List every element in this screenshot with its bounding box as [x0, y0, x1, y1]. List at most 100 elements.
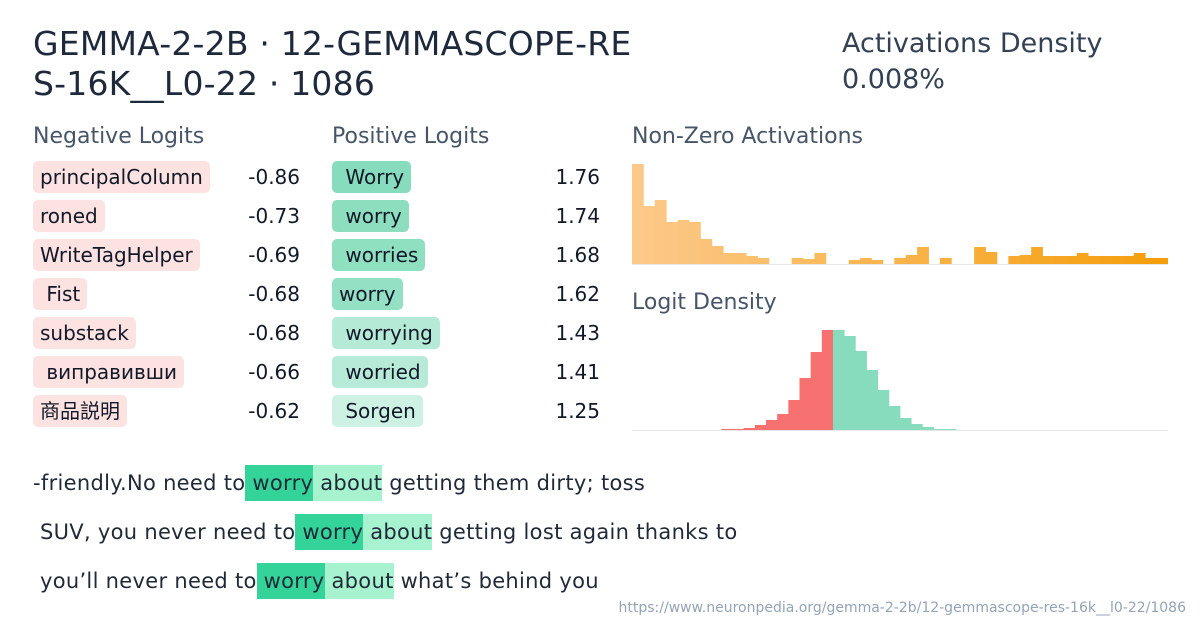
positive-logit-value: 1.62 — [555, 282, 600, 306]
negative-logits-label: Negative Logits — [33, 124, 205, 149]
nonzero-activations-bar — [939, 258, 952, 264]
logit-density-bar — [833, 330, 845, 430]
nonzero-activations-bar — [894, 258, 907, 264]
highlighted-token: about — [363, 514, 433, 550]
nonzero-activations-label: Non-Zero Activations — [632, 124, 864, 149]
negative-logit-value: -0.86 — [248, 165, 300, 189]
positive-logits-label: Positive Logits — [332, 124, 490, 149]
negative-logit-value: -0.68 — [248, 321, 300, 345]
logit-density-bar — [866, 370, 879, 430]
nonzero-activations-bar — [632, 164, 644, 264]
feature-title: GEMMA-2-2B · 12-GEMMASCOPE-RES-16K__L0-2… — [33, 24, 632, 103]
nonzero-activations-bar — [814, 253, 827, 264]
nonzero-activations-bar — [917, 247, 929, 264]
nonzero-activations-bar — [1031, 247, 1043, 264]
nonzero-activations-bar — [1156, 258, 1168, 264]
nonzero-activations-bar — [1122, 256, 1135, 264]
nonzero-activations-bar — [985, 252, 998, 264]
logit-density-histogram — [632, 330, 1168, 431]
positive-logit-value: 1.25 — [555, 399, 600, 423]
nonzero-activations-bar — [700, 239, 713, 264]
nonzero-activations-bar — [974, 247, 986, 264]
nonzero-activations-bar — [860, 258, 872, 264]
positive-logit-token: Sorgen — [332, 395, 423, 427]
logit-density-bar — [766, 420, 778, 430]
negative-logit-token: principalColumn — [33, 161, 210, 193]
highlighted-token: worry — [295, 514, 364, 550]
highlighted-token: worry — [245, 465, 314, 501]
nonzero-activations-bar — [689, 222, 701, 264]
nonzero-activations-bar — [1053, 256, 1066, 264]
density-value: 0.008% — [842, 64, 945, 95]
source-url[interactable]: https://www.neuronpedia.org/gemma-2-2b/1… — [618, 600, 1186, 616]
logit-density-bar — [900, 418, 912, 430]
positive-logit-token: worry — [332, 200, 409, 232]
positive-logit-value: 1.68 — [555, 243, 600, 267]
negative-logit-value: -0.69 — [248, 243, 300, 267]
positive-logit-token: worrying — [332, 317, 440, 349]
activation-density: Activations Density 0.008% — [842, 26, 1102, 98]
negative-logit-token: виправивши — [33, 356, 185, 388]
positive-logit-value: 1.41 — [555, 360, 600, 384]
example-text: you’ll never need to — [33, 569, 257, 593]
nonzero-activations-bar — [643, 206, 656, 264]
nonzero-activations-bar — [1042, 256, 1055, 264]
nonzero-activations-bar — [723, 253, 736, 264]
nonzero-activations-bar — [1065, 256, 1078, 264]
logit-density-bar — [810, 352, 823, 430]
nonzero-activations-bar — [746, 256, 758, 264]
nonzero-activations-bar — [1099, 256, 1112, 264]
logit-density-bar — [922, 427, 934, 430]
logit-density-bar — [944, 429, 957, 430]
activation-example: you’ll never need to worry about what’s … — [33, 563, 599, 599]
logit-density-bar — [821, 330, 834, 430]
nonzero-activations-bar — [848, 260, 861, 264]
nonzero-activations-bar — [757, 258, 770, 264]
negative-logit-token: roned — [33, 200, 105, 232]
negative-logit-token: 商品説明 — [33, 395, 127, 427]
density-label: Activations Density — [842, 28, 1103, 59]
example-text: getting lost again thanks to — [432, 520, 738, 544]
positive-logit-token: worried — [332, 356, 428, 388]
logit-density-bar — [799, 378, 812, 430]
positive-logit-token: worry — [332, 278, 403, 310]
logit-density-bar — [911, 424, 923, 430]
nonzero-activations-bar — [905, 255, 918, 264]
example-text: getting them dirty; toss — [382, 471, 646, 495]
nonzero-activations-bar — [677, 220, 690, 264]
positive-logit-token: Worry — [332, 161, 412, 193]
logit-density-bar — [732, 429, 745, 430]
logit-density-bar — [844, 336, 856, 430]
nonzero-activations-bar — [666, 222, 679, 264]
activation-example: -friendly.No need to worry about getting… — [33, 465, 645, 501]
highlighted-token: about — [313, 465, 383, 501]
negative-logit-token: WriteTagHelper — [33, 239, 200, 271]
logit-density-bar — [888, 406, 901, 430]
logit-density-bar — [788, 400, 800, 430]
nonzero-activations-bar — [711, 246, 724, 264]
negative-logit-token: Fist — [33, 278, 88, 310]
nonzero-activations-bar — [1019, 255, 1032, 264]
logit-density-label: Logit Density — [632, 290, 777, 315]
logit-density-bar — [877, 390, 890, 430]
nonzero-activations-bar — [1110, 256, 1123, 264]
activation-example: SUV, you never need to worry about getti… — [33, 514, 738, 550]
highlighted-token: about — [324, 563, 394, 599]
logit-density-bar — [855, 351, 867, 430]
nonzero-activations-bar — [791, 258, 804, 264]
nonzero-activations-bar — [734, 253, 747, 264]
logit-density-bar — [777, 414, 789, 430]
positive-logit-token: worries — [332, 239, 426, 271]
nonzero-activations-bar — [1145, 258, 1157, 264]
positive-logit-value: 1.43 — [555, 321, 600, 345]
negative-logit-value: -0.66 — [248, 360, 300, 384]
negative-logit-value: -0.62 — [248, 399, 300, 423]
positive-logit-value: 1.74 — [555, 204, 600, 228]
logit-density-bar — [721, 429, 733, 430]
example-text: -friendly.No need to — [33, 471, 246, 495]
nonzero-activations-bar — [1076, 253, 1089, 264]
negative-logit-token: substack — [33, 317, 136, 349]
nonzero-activations-bar — [1133, 253, 1146, 264]
logit-density-bar — [743, 428, 756, 430]
example-text: what’s behind you — [393, 569, 599, 593]
